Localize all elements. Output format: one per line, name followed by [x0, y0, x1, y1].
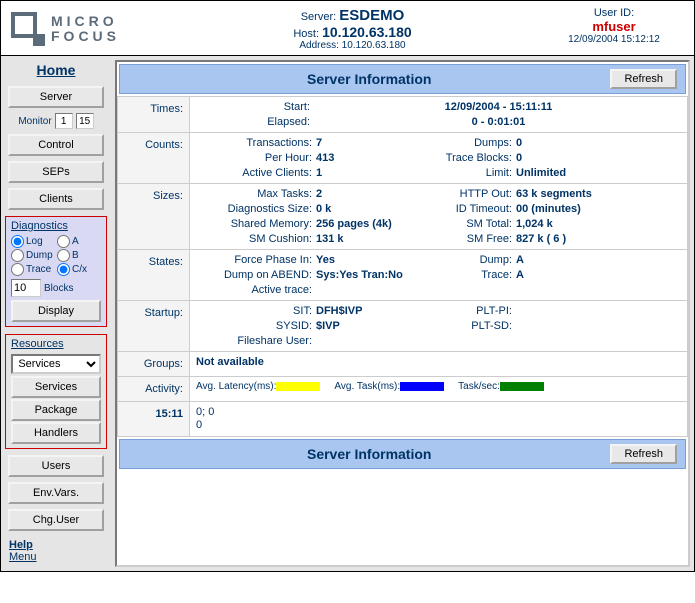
states-label: States:	[118, 250, 190, 301]
help-link[interactable]: Help	[9, 539, 103, 551]
clients-button[interactable]: Clients	[8, 188, 105, 210]
blocks-label: Blocks	[44, 283, 73, 294]
logo-icon	[11, 12, 45, 46]
refresh-button-bottom[interactable]: Refresh	[610, 444, 677, 464]
seps-button[interactable]: SEPs	[8, 161, 105, 183]
task-bar	[400, 382, 444, 391]
counts-label: Counts:	[118, 133, 190, 184]
package-button[interactable]: Package	[11, 399, 100, 421]
diag-a-radio[interactable]: A	[57, 235, 101, 248]
user-id: mfuser	[544, 19, 684, 34]
panel-title: Server Information	[128, 71, 610, 87]
server-info-panel: Server Information Refresh Times: Start:…	[115, 60, 690, 567]
envvars-button[interactable]: Env.Vars.	[8, 482, 105, 504]
diag-cx-radio[interactable]: C/x	[57, 263, 101, 276]
monitor-input-1[interactable]	[55, 113, 73, 129]
home-link[interactable]: Home	[5, 60, 107, 82]
sidebar: Home Server Monitor Control SEPs Clients…	[1, 56, 111, 571]
diag-dump-radio[interactable]: Dump	[11, 249, 55, 262]
address: 10.120.63.180	[342, 40, 406, 51]
groups-value: Not available	[196, 356, 264, 368]
menu-link[interactable]: Menu	[9, 551, 103, 563]
display-button[interactable]: Display	[11, 300, 100, 322]
monitor-row: Monitor	[5, 112, 107, 130]
hist-time: 15:11	[118, 402, 190, 437]
start-value: 12/09/2004 - 15:11:11	[316, 101, 681, 113]
panel-title-bottom: Server Information	[128, 446, 610, 462]
header: MICRO FOCUS Server: ESDEMO Host: 10.120.…	[1, 1, 694, 56]
users-button[interactable]: Users	[8, 455, 105, 477]
chguser-button[interactable]: Chg.User	[8, 509, 105, 531]
server-button[interactable]: Server	[8, 86, 105, 108]
tps-bar	[500, 382, 544, 391]
logo-text: MICRO FOCUS	[51, 14, 120, 43]
times-label: Times:	[118, 97, 190, 133]
diagnostics-title[interactable]: Diagnostics	[9, 220, 103, 234]
monitor-input-2[interactable]	[76, 113, 94, 129]
groups-label: Groups:	[118, 352, 190, 377]
footer-links: Help Menu	[5, 535, 107, 567]
title-bar-bottom: Server Information Refresh	[119, 439, 686, 469]
control-button[interactable]: Control	[8, 134, 105, 156]
diagnostics-group: Diagnostics Log A Dump B Trace C/x Block…	[5, 216, 107, 327]
diag-b-radio[interactable]: B	[57, 249, 101, 262]
server-name: ESDEMO	[339, 7, 404, 24]
header-center: Server: ESDEMO Host: 10.120.63.180 Addre…	[161, 7, 544, 51]
resources-title[interactable]: Resources	[9, 338, 103, 352]
activity-label: Activity:	[118, 377, 190, 402]
handlers-button[interactable]: Handlers	[11, 422, 100, 444]
sizes-label: Sizes:	[118, 184, 190, 250]
elapsed-value: 0 - 0:01:01	[316, 116, 681, 128]
latency-bar	[276, 382, 320, 391]
logo: MICRO FOCUS	[11, 7, 161, 51]
diag-log-radio[interactable]: Log	[11, 235, 55, 248]
refresh-button-top[interactable]: Refresh	[610, 69, 677, 89]
host: 10.120.63.180	[322, 24, 412, 40]
activity-row: Avg. Latency(ms): Avg. Task(ms): Task/se…	[196, 381, 681, 392]
services-button[interactable]: Services	[11, 376, 100, 398]
diag-trace-radio[interactable]: Trace	[11, 263, 55, 276]
info-table: Times: Start:12/09/2004 - 15:11:11 Elaps…	[117, 96, 688, 437]
resources-select[interactable]: Services	[11, 354, 100, 374]
startup-label: Startup:	[118, 301, 190, 352]
resources-group: Resources Services Services Package Hand…	[5, 334, 107, 449]
timestamp: 12/09/2004 15:12:12	[544, 34, 684, 45]
blocks-input[interactable]	[11, 279, 41, 297]
title-bar-top: Server Information Refresh	[119, 64, 686, 94]
content: Server Information Refresh Times: Start:…	[111, 56, 694, 571]
header-right: User ID: mfuser 12/09/2004 15:12:12	[544, 7, 684, 51]
